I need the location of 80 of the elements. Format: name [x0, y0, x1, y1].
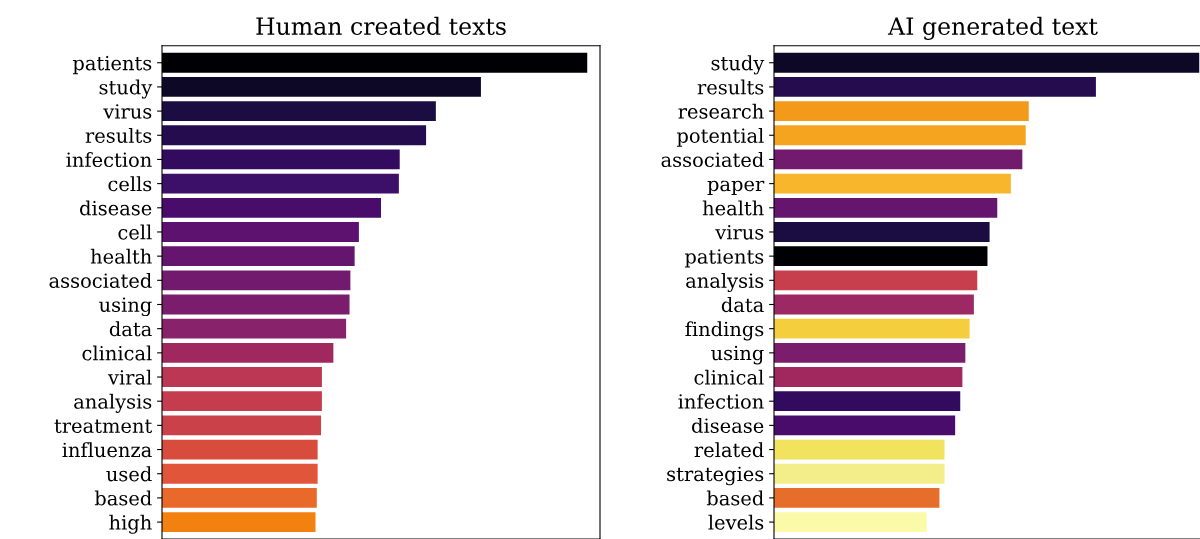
y-tick-label: disease [692, 417, 764, 434]
y-tick-label: treatment [54, 419, 153, 434]
bar [162, 294, 350, 315]
y-tick-label: health [90, 248, 152, 264]
chart-title: Human created texts [256, 16, 506, 36]
y-tick-label: associated [49, 272, 152, 288]
y-tick-label: health [702, 200, 764, 216]
chart-title: AI generated text [887, 16, 1098, 40]
y-tick-label: using [711, 345, 764, 365]
bar [162, 270, 351, 291]
bar [162, 512, 316, 532]
y-tick-label: using [99, 297, 152, 317]
y-tick-label: patients [72, 55, 152, 75]
y-tick-label: results [85, 127, 152, 143]
bar [774, 463, 945, 484]
bar [774, 101, 1029, 121]
y-tick-label: research [678, 103, 764, 119]
bar [774, 125, 1026, 146]
y-tick-label: potential [676, 127, 764, 147]
y-tick-label: infection [66, 152, 152, 168]
y-tick-label: levels [708, 514, 764, 530]
bar [774, 367, 963, 387]
bar [774, 222, 990, 242]
bar [162, 149, 400, 170]
bar [162, 173, 399, 194]
y-tick-label: strategies [667, 466, 764, 486]
bar [774, 391, 961, 412]
y-tick-label: analysis [74, 393, 152, 413]
bar [774, 415, 956, 436]
y-tick-label: disease [80, 200, 152, 216]
bar [774, 149, 1023, 170]
bar [774, 512, 927, 532]
bar [162, 391, 322, 412]
y-tick-label: related [694, 442, 764, 458]
bar [162, 487, 317, 508]
y-tick-label: based [94, 490, 152, 506]
y-tick-label: study [99, 79, 153, 99]
bar [162, 125, 427, 146]
bar [162, 222, 359, 242]
y-tick-label: results [697, 79, 764, 95]
y-tick-label: associated [661, 152, 764, 168]
y-tick-label: data [721, 297, 764, 313]
y-tick-label: cell [118, 224, 152, 240]
bar [774, 318, 970, 339]
y-tick-label: findings [685, 321, 764, 341]
y-tick-label: virus [715, 225, 764, 240]
bar [774, 197, 998, 218]
y-tick-label: clinical [694, 369, 764, 385]
bar [162, 415, 322, 436]
y-tick-label: clinical [82, 345, 152, 361]
bar [162, 318, 347, 339]
bar [162, 367, 322, 387]
bar [162, 463, 318, 484]
bar [774, 294, 974, 315]
bar [162, 197, 381, 218]
y-tick-label: based [706, 490, 764, 506]
y-tick-label: cells [108, 176, 152, 192]
bar [162, 342, 334, 363]
y-tick-label: viral [107, 369, 152, 385]
bar [162, 246, 355, 267]
bar [162, 77, 481, 97]
y-tick-label: virus [103, 104, 152, 119]
bar [774, 270, 978, 291]
bar [774, 77, 1096, 97]
bar [774, 439, 945, 460]
y-tick-label: paper [707, 180, 765, 196]
y-tick-label: used [106, 466, 152, 482]
y-tick-label: study [711, 55, 765, 75]
bar [774, 487, 940, 508]
bar [774, 342, 966, 363]
bar [162, 101, 436, 121]
bar [162, 439, 318, 460]
y-tick-label: influenza [62, 442, 152, 458]
y-tick-label: data [109, 321, 152, 337]
bar [774, 52, 1200, 73]
bar [774, 173, 1011, 194]
y-tick-label: infection [678, 393, 764, 409]
y-tick-label: high [109, 514, 152, 534]
y-tick-label: analysis [686, 272, 764, 293]
y-tick-label: patients [684, 249, 764, 268]
